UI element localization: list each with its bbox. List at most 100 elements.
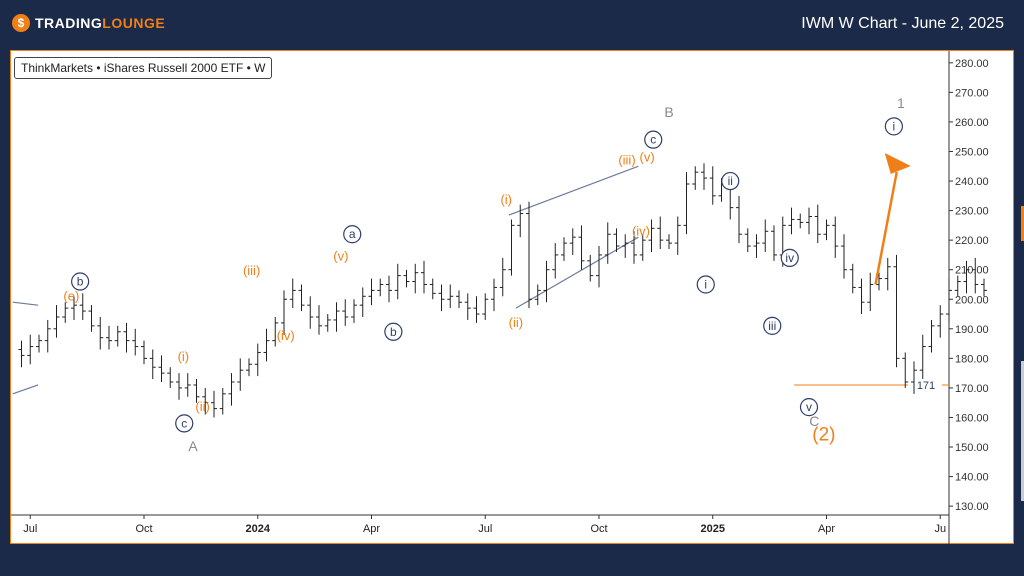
price-bar	[316, 305, 322, 335]
x-tick-label: 2024	[246, 523, 271, 535]
price-bar	[858, 278, 865, 315]
y-tick-label: 220.00	[955, 235, 989, 247]
y-tick-label: 200.00	[955, 294, 989, 306]
price-bar	[114, 325, 121, 347]
price-bar	[394, 263, 401, 300]
x-tick-label: Jul	[478, 523, 492, 535]
header-bar: $ TRADINGLOUNGE IWM W Chart - June 2, 20…	[0, 0, 1024, 50]
price-bar	[631, 231, 637, 264]
x-tick-label: Jul	[23, 523, 37, 535]
scroll-tab-accent[interactable]	[1021, 206, 1024, 241]
wave-label-circle	[780, 248, 799, 267]
price-bar	[27, 334, 34, 365]
price-bar	[141, 340, 147, 365]
price-bar	[622, 234, 629, 258]
price-bar	[552, 243, 559, 279]
projection-arrow-head	[884, 153, 911, 175]
price-bar	[386, 275, 392, 303]
price-bar	[963, 260, 970, 294]
logo-text-trading: TRADING	[35, 15, 103, 31]
price-bar	[508, 219, 515, 276]
y-tick-label: 130.00	[955, 501, 989, 513]
price-bar	[237, 358, 244, 391]
price-bar	[403, 269, 410, 288]
wave-label: (2)	[812, 425, 835, 446]
wave-label: ii	[728, 174, 733, 188]
scroll-tab[interactable]	[1021, 361, 1024, 501]
price-bar	[429, 278, 436, 300]
wave-label-circle	[884, 117, 903, 136]
price-bar	[604, 222, 611, 264]
x-tick-label: Oct	[135, 523, 152, 535]
price-bar	[412, 263, 419, 294]
price-bar	[211, 390, 217, 418]
wave-label: (e)	[63, 288, 79, 303]
logo-icon: $	[12, 14, 30, 32]
price-bar	[613, 228, 620, 252]
price-bar	[97, 316, 104, 350]
price-bar	[482, 293, 489, 320]
wave-label-circle	[343, 225, 362, 244]
wave-label: c	[650, 133, 656, 147]
price-bar	[246, 358, 252, 377]
wave-label: (iv)	[277, 328, 295, 343]
price-bar	[359, 287, 366, 317]
price-bar	[464, 293, 471, 320]
price-bar	[657, 216, 664, 250]
price-bar	[219, 387, 226, 415]
y-tick-label: 230.00	[955, 206, 989, 218]
price-bar	[272, 316, 279, 347]
price-bar	[88, 305, 95, 332]
logo-text-lounge: LOUNGE	[102, 15, 166, 31]
price-bar	[106, 325, 112, 350]
price-bar	[753, 234, 760, 258]
price-bar	[342, 299, 349, 326]
y-tick-label: 240.00	[955, 176, 989, 188]
price-bar	[421, 260, 427, 294]
x-tick-label: Apr	[363, 523, 380, 535]
channel-line	[12, 384, 39, 395]
x-tick-label: 2025	[701, 523, 725, 535]
x-tick-label: Apr	[818, 523, 835, 535]
price-bar	[79, 293, 86, 320]
price-bar	[937, 305, 944, 338]
price-bar	[351, 299, 357, 323]
price-bar	[666, 234, 672, 250]
price-bar	[123, 322, 130, 353]
wave-label-circle	[644, 130, 663, 149]
wave-label: (v)	[640, 149, 655, 164]
price-bar	[473, 296, 480, 323]
price-bar	[587, 254, 594, 282]
price-bar	[438, 284, 445, 312]
price-bar	[841, 234, 847, 279]
wave-label-circle	[721, 171, 740, 191]
price-bar	[919, 334, 926, 380]
price-bar	[954, 275, 961, 297]
y-tick-label: 190.00	[955, 324, 989, 336]
price-bar	[543, 260, 550, 303]
price-bar	[648, 219, 655, 252]
wave-label-circle	[799, 398, 819, 417]
price-bar	[298, 284, 305, 312]
price-bar	[324, 314, 331, 332]
price-bar	[202, 387, 209, 415]
price-bar	[447, 284, 454, 309]
wave-label: i	[704, 277, 707, 291]
price-bar	[701, 163, 707, 190]
y-tick-label: 150.00	[955, 442, 989, 454]
price-bar	[132, 328, 139, 356]
price-bar	[569, 228, 576, 255]
price-bar	[797, 213, 804, 229]
price-bar	[806, 207, 812, 235]
price-bar	[377, 278, 384, 297]
price-bar	[333, 302, 340, 332]
price-bar	[167, 367, 174, 388]
price-bar	[561, 237, 567, 261]
chart-panel[interactable]	[10, 50, 1014, 544]
price-bar	[62, 302, 69, 323]
price-bar	[534, 284, 541, 306]
price-bar	[71, 296, 77, 320]
price-bar	[18, 340, 25, 368]
wave-label-circle	[384, 322, 403, 341]
